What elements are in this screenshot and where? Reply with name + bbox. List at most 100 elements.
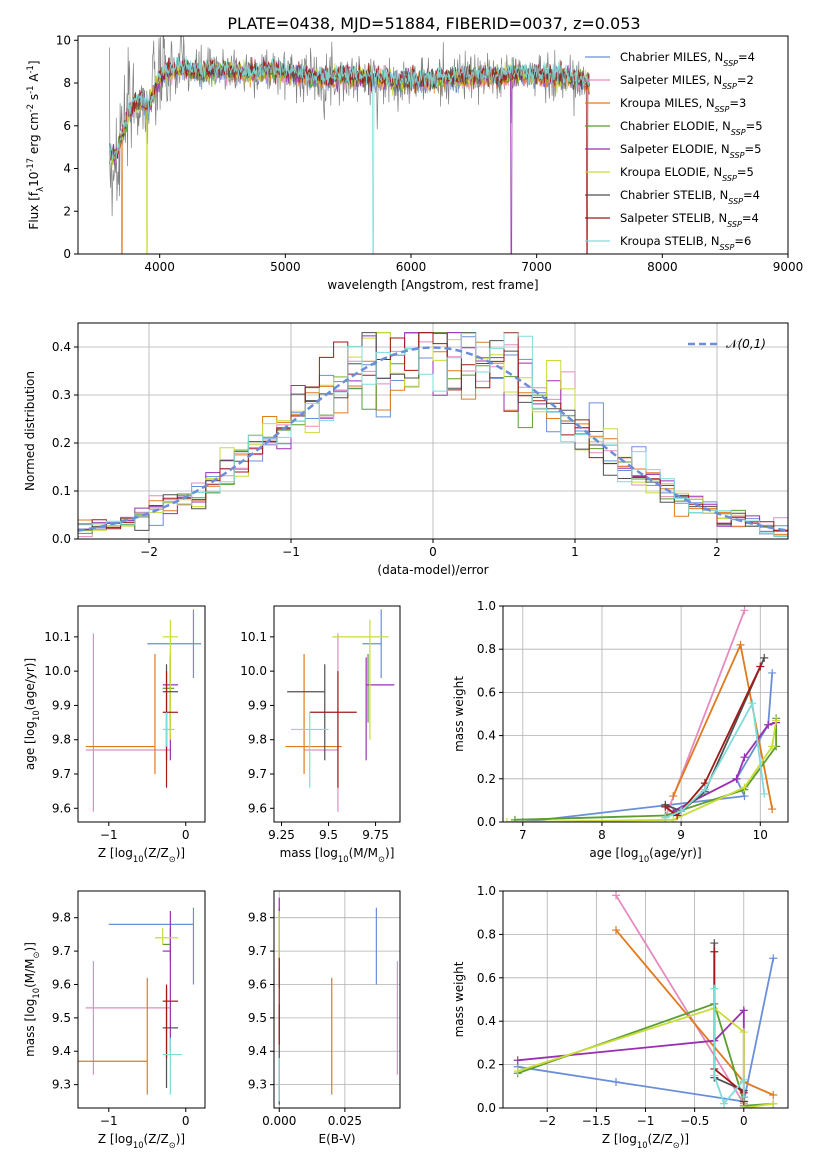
y-axis-label: mass weight <box>452 961 466 1037</box>
mass-weight-marker <box>760 653 769 662</box>
x-tick-label: 10 <box>753 828 768 842</box>
y-tick-label: 9.4 <box>52 1044 71 1058</box>
x-tick-label: −1 <box>100 828 118 842</box>
mass-weight-marker <box>748 699 757 708</box>
x-axis-label: Z [log10(Z/Z⊙)] <box>98 846 185 864</box>
x-tick-label: 8 <box>598 828 606 842</box>
y-axis-label: Flux [fλ10-17 erg cm-2 s-1 A-1] <box>25 60 45 229</box>
y-tick-label: 9.5 <box>248 1011 267 1025</box>
x-tick-label: 0 <box>182 828 190 842</box>
y-tick-label: 0.6 <box>477 971 496 985</box>
x-tick-label: 8000 <box>647 260 678 274</box>
x-axis-label: Z [log10(Z/Z⊙)] <box>602 1132 689 1150</box>
x-axis-label: Z [log10(Z/Z⊙)] <box>98 1132 185 1150</box>
mass-weight-marker <box>661 802 670 811</box>
y-tick-label: 0.6 <box>477 685 496 699</box>
x-tick-label: 7000 <box>521 260 552 274</box>
series-group <box>513 891 778 1108</box>
x-tick-label: 0 <box>182 1114 190 1128</box>
x-tick-label: 5000 <box>270 260 301 274</box>
series-group <box>78 907 195 1095</box>
mass-weight-marker <box>710 984 719 993</box>
y-tick-label: 9.6 <box>52 977 71 991</box>
mass-weight-marker <box>710 947 719 956</box>
x-tick-label: −1 <box>100 1114 118 1128</box>
x-tick-label: 4000 <box>144 260 175 274</box>
x-tick-label: 0.000 <box>262 1114 296 1128</box>
mass-weight-line <box>517 958 775 1103</box>
x-tick-label: 9.75 <box>362 828 389 842</box>
y-tick-label: 9.9 <box>248 698 267 712</box>
axes-residuals: −2 −1 0 1 2 0.0 0.1 0.2 0.3 0.4 (data-model)/error… <box>23 322 789 577</box>
y-tick-label: 0.0 <box>477 1101 496 1115</box>
mass-weight-line <box>615 894 745 1105</box>
y-tick-label: 9.3 <box>248 1078 267 1092</box>
mass-weight-marker <box>736 640 745 649</box>
mass-weight-marker <box>764 720 773 729</box>
legend-label: Chabrier MILES, NSSP=4 <box>620 50 755 68</box>
mass-weight-marker <box>513 1056 522 1065</box>
mass-weight-marker <box>768 742 777 751</box>
axes-frame <box>77 890 206 1109</box>
axes-frame <box>77 605 206 823</box>
plot-area <box>503 890 788 1109</box>
x-tick-label: 9.5 <box>319 828 338 842</box>
y-tick-label: 0.2 <box>52 436 71 450</box>
mass-weight-marker <box>677 807 686 816</box>
y-tick-label: 10.1 <box>240 630 267 644</box>
histogram-step-line <box>78 332 788 539</box>
y-tick-label: 0.0 <box>477 815 496 829</box>
axes-frame <box>273 605 401 823</box>
y-tick-label: 1.0 <box>477 599 496 613</box>
mass-weight-marker <box>739 1093 748 1102</box>
axes-age_vs_Z: −1 0 9.6 9.7 9.8 9.9 10.0 10.1 Z [log10(Z/Z⊙)] ag… <box>23 605 206 864</box>
y-axis-label: mass weight <box>452 676 466 752</box>
y-tick-label: 9.8 <box>52 911 71 925</box>
mass-weight-marker <box>661 813 670 822</box>
y-tick-label: 9.9 <box>52 698 71 712</box>
mass-weight-marker <box>740 783 749 792</box>
mass-weight-marker <box>769 1090 778 1099</box>
y-tick-label: 0.8 <box>477 642 496 656</box>
mass-weight-marker <box>768 668 777 677</box>
y-tick-label: 9.6 <box>52 801 71 815</box>
x-tick-label: 9 <box>677 828 685 842</box>
legend-label: Salpeter ELODIE, NSSP=5 <box>620 142 761 160</box>
mass-weight-marker <box>760 789 769 798</box>
legend-label: Chabrier STELIB, NSSP=4 <box>620 188 760 206</box>
mass-weight-marker <box>513 1067 522 1076</box>
mass-weight-line <box>514 718 777 821</box>
mass-weight-marker <box>739 1006 748 1015</box>
x-tick-label: 9.25 <box>268 828 295 842</box>
x-tick-label: 0.025 <box>328 1114 362 1128</box>
mass-weight-marker <box>710 939 719 948</box>
mass-weight-marker <box>740 753 749 762</box>
x-tick-label: −0.5 <box>680 1114 709 1128</box>
mass-weight-marker <box>669 815 678 822</box>
y-axis-label: Normed distribution <box>23 371 37 491</box>
legend: Chabrier MILES, NSSP=4 Salpeter MILES, NS… <box>585 50 763 252</box>
y-tick-label: 0.4 <box>52 340 71 354</box>
y-tick-label: 9.8 <box>248 911 267 925</box>
x-tick-label: 6000 <box>396 260 427 274</box>
x-tick-label: 9000 <box>773 260 804 274</box>
x-tick-label: −1.5 <box>582 1114 611 1128</box>
axes-frame <box>273 890 401 1109</box>
y-tick-label: 9.8 <box>52 733 71 747</box>
y-tick-label: 9.6 <box>248 977 267 991</box>
y-tick-label: 0.2 <box>477 1058 496 1072</box>
x-axis-label: E(B-V) <box>318 1132 355 1146</box>
legend-label: 𝒩(0,1) <box>726 337 766 351</box>
mass-weight-marker <box>740 606 749 615</box>
y-axis-label: age [log10(age/yr)] <box>23 658 41 770</box>
y-tick-label: 0.4 <box>477 1014 496 1028</box>
series-group <box>503 606 781 822</box>
mass-weight-marker <box>732 774 741 783</box>
legend-label: Kroupa STELIB, NSSP=6 <box>620 234 751 252</box>
mass-weight-marker <box>739 1028 748 1037</box>
x-axis-label: age [log10(age/yr)] <box>589 846 701 864</box>
y-tick-label: 0.3 <box>52 388 71 402</box>
y-tick-label: 9.5 <box>52 1011 71 1025</box>
mass-weight-marker <box>720 1099 729 1108</box>
y-tick-label: 9.7 <box>52 767 71 781</box>
